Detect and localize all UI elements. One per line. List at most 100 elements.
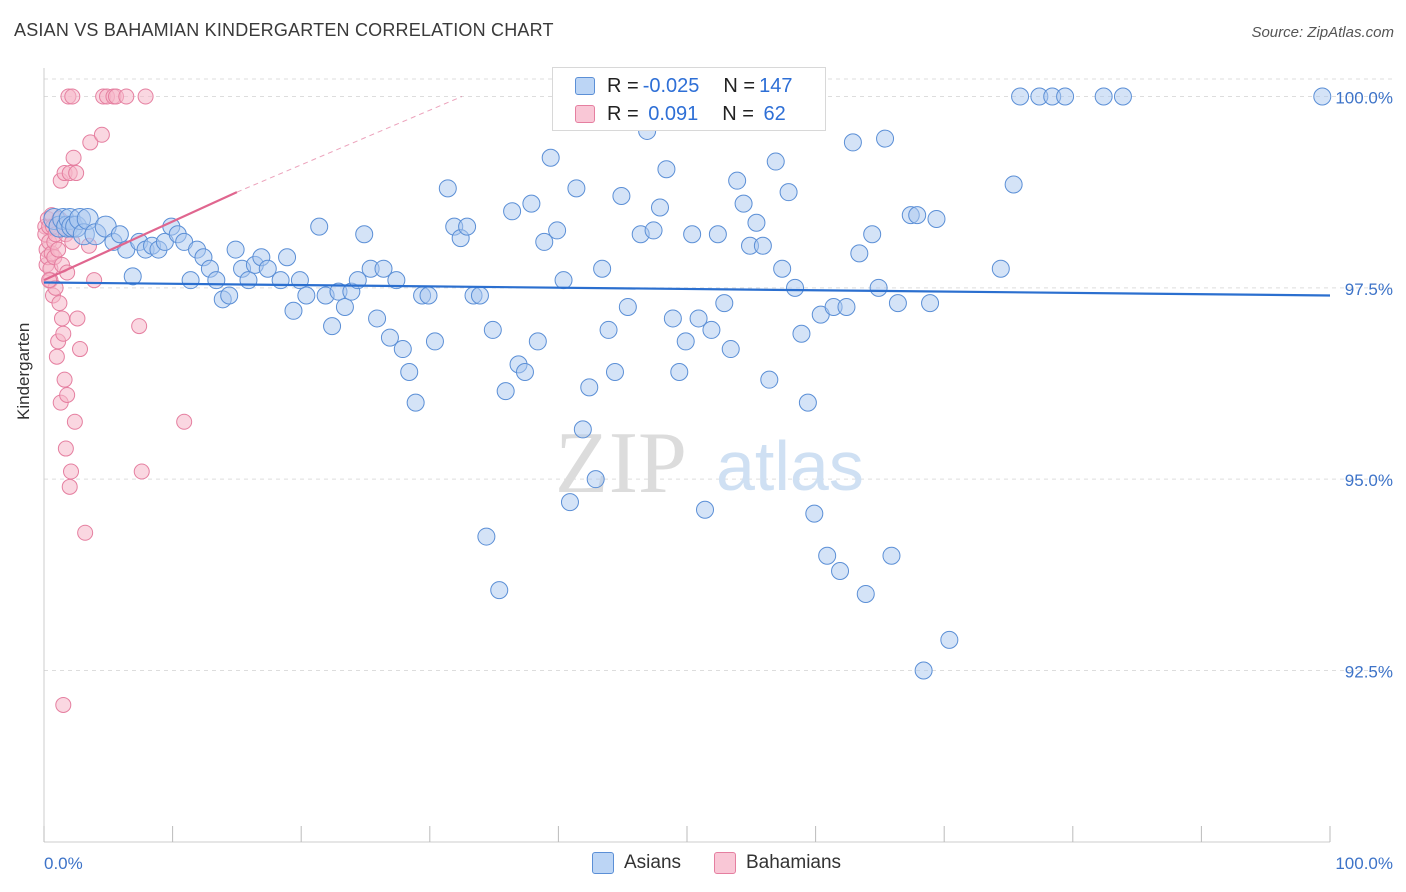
asian-point xyxy=(837,297,856,316)
bahamian-point xyxy=(65,149,82,166)
asian-point xyxy=(927,209,946,228)
legend-row-bahamians: R = 0.091 N = 62 xyxy=(575,102,786,126)
asian-point xyxy=(586,470,605,489)
bahamian-points xyxy=(37,88,193,713)
bahamian-point xyxy=(48,348,65,365)
asian-point xyxy=(760,370,779,389)
asian-point xyxy=(297,286,316,305)
asian-point xyxy=(908,206,927,225)
bahamian-point xyxy=(55,696,72,713)
asian-point xyxy=(528,332,547,351)
bahamian-point xyxy=(77,524,94,541)
legend-bahamians-r-label: R = xyxy=(607,102,639,125)
asian-point xyxy=(734,194,753,213)
asian-point xyxy=(554,271,573,290)
y-tick-label: 92.5% xyxy=(1345,663,1393,682)
asian-point xyxy=(220,286,239,305)
asian-point xyxy=(355,225,374,244)
bahamian-point xyxy=(86,272,103,289)
trend-lines xyxy=(43,96,1331,297)
asian-point xyxy=(605,363,624,382)
asian-trend-line xyxy=(43,281,1331,297)
asian-point xyxy=(882,546,901,565)
legend-swatch-bahamians xyxy=(575,105,595,123)
asian-point xyxy=(683,225,702,244)
asian-point xyxy=(843,133,862,152)
asian-point xyxy=(470,286,489,305)
asian-point xyxy=(644,221,663,240)
asian-point xyxy=(387,271,406,290)
asian-point xyxy=(258,259,277,278)
legend-bahamians-n-value: 62 xyxy=(757,102,786,125)
asian-point xyxy=(1094,87,1113,106)
asian-point xyxy=(522,194,541,213)
axes xyxy=(43,68,1331,843)
x-tick-label-min: 0.0% xyxy=(44,854,83,873)
asian-point xyxy=(335,297,354,316)
asian-point xyxy=(612,186,631,205)
bottom-legend-bahamians[interactable]: Bahamians xyxy=(714,852,841,874)
bottom-legend-asians[interactable]: Asians xyxy=(592,852,681,874)
asian-point xyxy=(786,278,805,297)
asian-point xyxy=(419,286,438,305)
y-tick-label: 97.5% xyxy=(1345,280,1393,299)
bahamian-point xyxy=(176,413,193,430)
asian-point xyxy=(914,661,933,680)
asian-point xyxy=(696,500,715,519)
asian-point xyxy=(599,320,618,339)
asian-point xyxy=(239,271,258,290)
bahamian-point xyxy=(51,295,68,312)
asian-point xyxy=(503,202,522,221)
asian-point xyxy=(123,267,142,286)
asian-point xyxy=(779,183,798,202)
asian-point xyxy=(766,152,785,171)
asian-point xyxy=(548,221,567,240)
asian-point xyxy=(278,248,297,267)
asian-point xyxy=(921,294,940,313)
bahamian-trend-line xyxy=(43,191,238,282)
asian-point xyxy=(541,148,560,167)
asian-point xyxy=(535,232,554,251)
asian-point xyxy=(458,217,477,236)
legend-row-asians: R = -0.025 N = 147 xyxy=(575,74,792,98)
asian-point xyxy=(863,225,882,244)
bahamian-point xyxy=(69,310,86,327)
asian-point xyxy=(477,527,496,546)
bahamian-point xyxy=(82,134,99,151)
gridlines xyxy=(44,78,1392,671)
bahamian-point xyxy=(59,386,76,403)
bahamian-point xyxy=(54,310,71,327)
asian-point xyxy=(670,363,689,382)
asian-point xyxy=(425,332,444,351)
asian-point xyxy=(207,271,226,290)
asian-point xyxy=(831,562,850,581)
source-label: Source: ZipAtlas.com xyxy=(1251,24,1394,41)
asian-point xyxy=(702,320,721,339)
asian-point xyxy=(753,236,772,255)
asian-point xyxy=(496,382,515,401)
y-tick-label: 95.0% xyxy=(1345,471,1393,490)
asian-point xyxy=(805,504,824,523)
legend-asians-n-label: N = xyxy=(723,74,756,97)
asian-point xyxy=(818,546,837,565)
asian-point xyxy=(991,259,1010,278)
asian-point xyxy=(438,179,457,198)
asian-point xyxy=(580,378,599,397)
bahamian-point xyxy=(93,126,110,143)
bahamian-point xyxy=(61,478,78,495)
bahamian-point xyxy=(118,88,135,105)
asian-points xyxy=(43,87,1332,680)
asian-point xyxy=(798,393,817,412)
asian-point xyxy=(573,420,592,439)
asian-point xyxy=(490,581,509,600)
bahamian-point xyxy=(68,165,85,182)
legend-asians-r-label: R = xyxy=(607,74,639,97)
legend-asians-n-value: 147 xyxy=(759,74,793,97)
asian-point xyxy=(850,244,869,263)
asian-point xyxy=(747,213,766,232)
asian-point xyxy=(110,225,129,244)
tick-labels: 92.5% 95.0% 97.5% 100.0% 0.0% 100.0% xyxy=(44,89,1393,874)
asian-point xyxy=(310,217,329,236)
bahamian-point xyxy=(64,88,81,105)
